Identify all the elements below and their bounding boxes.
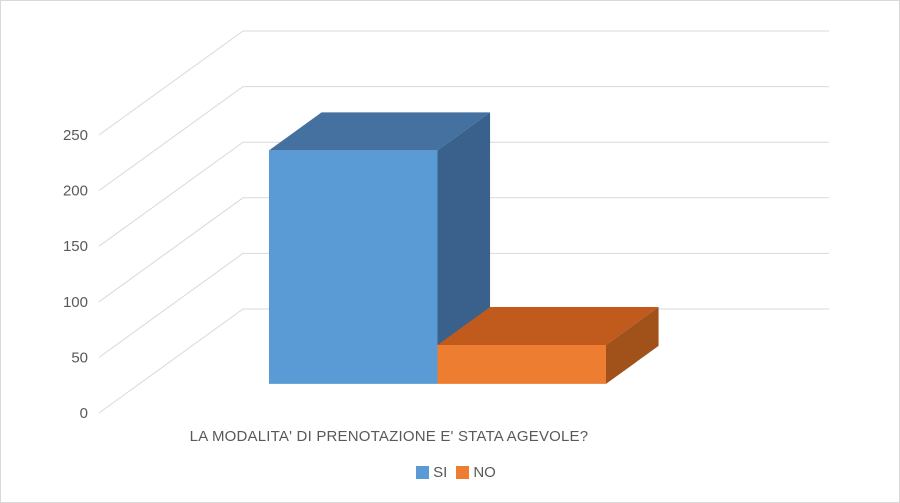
gridline bbox=[98, 30, 829, 136]
bar-no bbox=[437, 307, 659, 384]
legend-label: NO bbox=[473, 464, 496, 481]
gridline bbox=[98, 197, 829, 303]
y-axis-tick-label: 250 bbox=[63, 127, 88, 144]
y-axis-tick-label: 100 bbox=[63, 294, 88, 311]
bar-si bbox=[269, 112, 491, 384]
gridline bbox=[98, 86, 829, 192]
gridline bbox=[98, 141, 829, 247]
legend-item-si: SI bbox=[416, 464, 447, 481]
bar-top-face bbox=[269, 112, 491, 151]
bar-front-face bbox=[269, 150, 438, 384]
y-axis-tick-label: 50 bbox=[71, 349, 88, 366]
bar-side-face bbox=[437, 112, 491, 384]
gridline bbox=[98, 252, 829, 358]
legend-swatch-si bbox=[416, 466, 430, 479]
legend: SI NO bbox=[1, 464, 899, 481]
category-axis-title: LA MODALITA' DI PRENOTAZIONE E' STATA AG… bbox=[189, 428, 589, 445]
y-axis-tick-label: 0 bbox=[80, 405, 88, 422]
y-axis-tick-labels: 0 50 100 150 200 250 bbox=[63, 127, 88, 422]
y-axis-tick-label: 200 bbox=[63, 183, 88, 200]
legend-label: SI bbox=[433, 464, 448, 481]
y-axis-tick-label: 150 bbox=[63, 238, 88, 255]
bar-side-face bbox=[606, 307, 659, 384]
legend-swatch-no bbox=[456, 466, 470, 479]
bar-top-face bbox=[437, 307, 659, 345]
legend-item-no: NO bbox=[456, 464, 496, 481]
bar-front-face bbox=[437, 344, 606, 384]
